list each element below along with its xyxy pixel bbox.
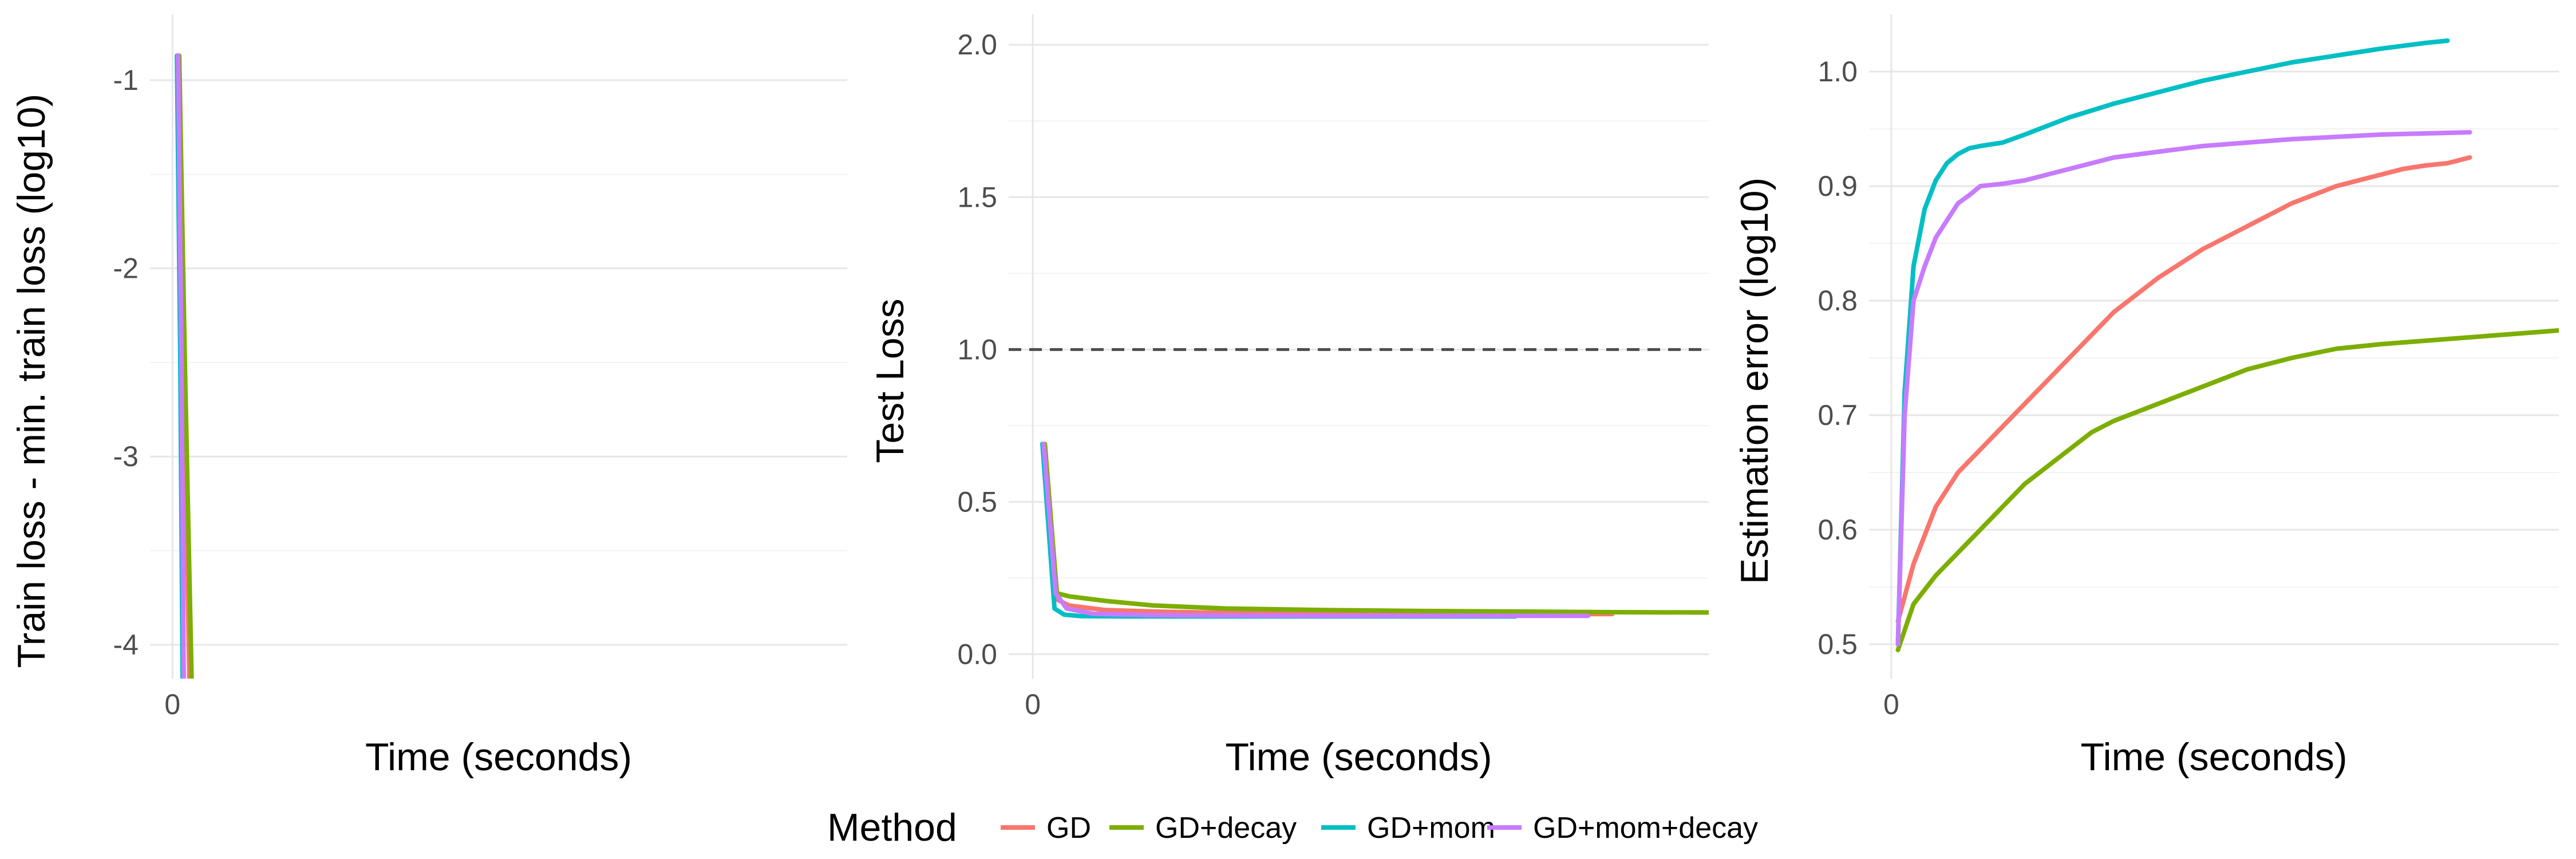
y-tick-label: 0.5	[957, 486, 997, 518]
y-tick-label: 0.9	[1818, 170, 1858, 202]
series-line-gd-decay	[1895, 328, 2559, 652]
y-tick-label: -2	[113, 253, 139, 285]
legend: Method GD GD+decay GD+mom GD+mom+decay	[827, 806, 1758, 849]
y-tick-label: -1	[113, 64, 139, 96]
panel-1: -4 -3 -2 -1 0 Time (seconds) Train loss - min.…	[10, 14, 847, 779]
series-line-gd-mom	[1040, 442, 1518, 619]
y-tick-label: 1.5	[957, 181, 997, 213]
y-tick-label: 0.7	[1818, 399, 1858, 431]
legend-label-gd: GD	[1046, 811, 1091, 845]
series-line-gd-mom-decay	[1041, 442, 1591, 618]
x-axis-title: Time (seconds)	[365, 735, 632, 779]
panel-3: 0.5 0.6 0.7 0.8 0.9 1.0 0 Time (seconds) Estimat…	[1733, 14, 2559, 779]
y-axis-title: Estimation error (log10)	[1733, 178, 1776, 584]
series-line-gd-mom-decay	[1895, 130, 2472, 647]
series-line-gd	[1042, 442, 1615, 617]
series-line-gd-decay	[1042, 442, 1709, 615]
y-tick-label: 0.8	[1818, 285, 1858, 317]
y-tick-label: 1.0	[957, 333, 997, 365]
x-tick-label: 0	[1883, 688, 1899, 720]
y-tick-label: 2.0	[957, 29, 997, 61]
y-tick-label: -3	[113, 440, 139, 472]
series-line-gd-mom	[1895, 38, 2450, 647]
legend-label-gd-mom: GD+mom	[1367, 811, 1495, 845]
series-line-gd-mom-decay	[176, 53, 186, 679]
y-axis-title: Train loss - min. train loss (log10)	[10, 94, 53, 668]
y-axis-title: Test Loss	[868, 298, 912, 463]
legend-label-gd-decay: GD+decay	[1155, 811, 1297, 845]
y-tick-label: 0.5	[1818, 628, 1858, 660]
y-tick-label: 1.0	[1818, 56, 1858, 88]
x-axis-title: Time (seconds)	[2080, 735, 2347, 779]
y-tick-label: 0.0	[957, 638, 997, 670]
x-tick-label: 0	[1025, 688, 1041, 720]
legend-title: Method	[827, 806, 957, 849]
y-tick-label: -4	[113, 629, 139, 661]
panels: -4 -3 -2 -1 0 Time (seconds) Train loss - min.…	[10, 14, 2559, 779]
y-tick-label: 0.6	[1818, 514, 1858, 546]
series-line-gd	[1895, 155, 2472, 624]
panel-2: 0.0 0.5 1.0 1.5 2.0 0 Time (seconds) Test Loss	[868, 14, 1709, 779]
x-axis-title: Time (seconds)	[1225, 735, 1492, 779]
legend-label-gd-mom-decay: GD+mom+decay	[1533, 811, 1758, 845]
x-tick-label: 0	[164, 688, 180, 720]
